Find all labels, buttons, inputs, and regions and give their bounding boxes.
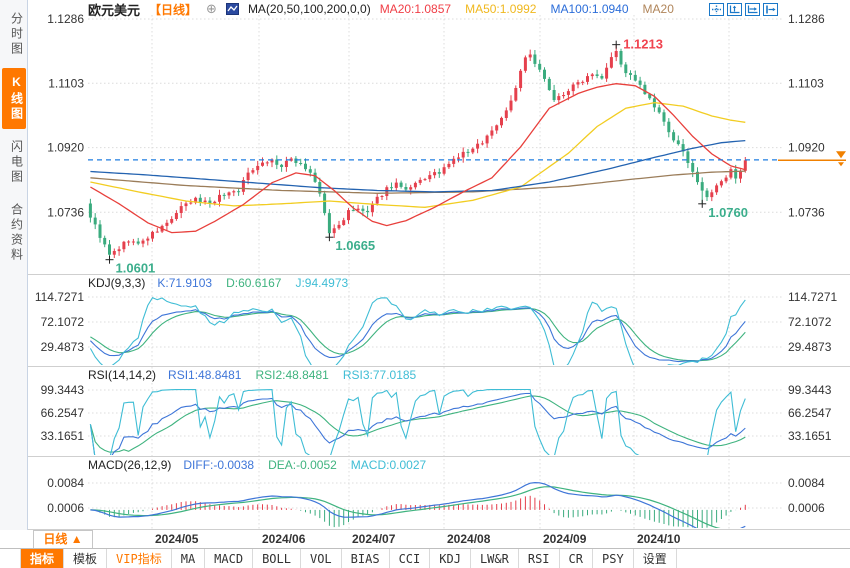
macd-histogram [94,495,746,528]
macd-macd-readout: MACD:0.0027 [350,458,427,472]
sidebar-tab-time-share-chart[interactable]: 分时图 [9,12,24,57]
svg-text:1.1213: 1.1213 [623,37,663,52]
sidebar-tab-kline-chart[interactable]: K线图 [1,68,26,129]
rsi-readouts: RSI1:48.8481 RSI2:48.8481 RSI3:77.0185 [168,368,430,382]
toolbar-tab-template[interactable]: 模板 [64,549,108,568]
svg-text:0.0084: 0.0084 [788,476,825,490]
toolbar-tab-settings[interactable]: 设置 [634,549,677,568]
svg-text:0.0084: 0.0084 [47,476,84,490]
svg-text:1.0736: 1.0736 [788,205,825,219]
rsi3-readout: RSI3:77.0185 [342,368,417,382]
svg-text:1.0601: 1.0601 [116,261,156,276]
pan-icon[interactable] [709,3,724,16]
svg-text:66.2547: 66.2547 [788,406,832,420]
toolbar-tab-vol[interactable]: VOL [301,549,342,568]
toolbar-tab-kdj[interactable]: KDJ [430,549,471,568]
svg-text:0.0006: 0.0006 [788,501,825,515]
left-tab-rail: 分时图 K线图闪电图合约资料 [0,0,28,530]
period-tag: 【日线】 [149,2,198,17]
kdj-title: KDJ(9,3,3) [88,276,146,290]
kdj-d-readout: D:60.6167 [226,276,282,290]
period-dropdown-button[interactable]: 日线 ▲ [33,530,93,549]
toolbar-tab-vip-indicator[interactable]: VIP指标 [107,549,172,568]
ma50-readout: MA50:1.0992 [465,2,537,16]
svg-text:2024/08: 2024/08 [447,532,491,546]
toolbar-tab-cci[interactable]: CCI [390,549,431,568]
axis-zoom-up-icon[interactable] [727,3,742,16]
svg-text:1.1286: 1.1286 [788,12,825,26]
sidebar-tab-contract-info[interactable]: 合约资料 [9,203,24,263]
svg-text:1.1103: 1.1103 [788,76,824,90]
kdj-header: KDJ(9,3,3) K:71.9103 D:60.6167 J:94.4973 [88,276,362,290]
ma100-readout: MA100:1.0940 [550,2,629,16]
kdj-j-readout: J:94.4973 [295,276,349,290]
svg-text:2024/06: 2024/06 [262,532,306,546]
rsi2-readout: RSI2:48.8481 [255,368,329,382]
svg-text:114.7271: 114.7271 [35,290,84,304]
svg-text:2024/05: 2024/05 [155,532,199,546]
svg-text:2024/10: 2024/10 [637,532,681,546]
toolbar-tab-lwr[interactable]: LW&R [471,549,519,568]
svg-text:1.0736: 1.0736 [47,205,84,219]
ma200-readout: MA20 [642,2,674,16]
rsi-header: RSI(14,14,2) RSI1:48.8481 RSI2:48.8481 RSI… [88,368,430,382]
indicator-toolbar: 指标 模板 VIP指标 MA MACD BOLL VOL BIAS CCI KDJ LW&R RSI C… [0,548,850,568]
svg-text:2024/07: 2024/07 [352,532,396,546]
svg-text:1.0760: 1.0760 [708,205,748,220]
symbol-name: 欧元美元 [88,2,141,18]
macd-header: MACD(26,12,9) DIFF:-0.0038 DEA:-0.0052 MAC… [88,458,440,472]
toolbar-tab-indicator[interactable]: 指标 [20,549,65,568]
toolbar-tab-boll[interactable]: BOLL [253,549,301,568]
svg-text:66.2547: 66.2547 [41,406,85,420]
svg-text:29.4873: 29.4873 [41,340,85,354]
toolbar-tab-psy[interactable]: PSY [593,549,634,568]
macd-diff-readout: DIFF:-0.0038 [183,458,255,472]
svg-text:99.3443: 99.3443 [788,383,832,397]
rsi-title: RSI(14,14,2) [88,368,157,382]
expand-icon[interactable]: ⊕ [206,1,217,16]
ma20-readout: MA20:1.0857 [379,2,452,16]
ma-readouts: MA20:1.0857 MA50:1.0992 MA100:1.0940 MA20 [380,2,688,16]
sidebar-tab-lightning-chart[interactable]: 闪电图 [9,140,24,185]
svg-text:33.1651: 33.1651 [41,429,85,443]
svg-text:72.1072: 72.1072 [41,315,85,329]
chart-header: 欧元美元 【日线】 ⊕ MA(20,50,100,200,0,0) MA20:1… [88,1,688,18]
chart-canvas[interactable]: 1.1286 1.1286 1.1103 1.1103 1.0920 1.0920 1.07… [0,0,850,548]
svg-text:1.0665: 1.0665 [335,238,375,253]
svg-text:1.1286: 1.1286 [47,12,84,26]
svg-text:0.0006: 0.0006 [47,501,84,515]
svg-text:29.4873: 29.4873 [788,340,832,354]
svg-text:1.1103: 1.1103 [48,76,84,90]
axis-zoom-right-icon[interactable] [745,3,760,16]
macd-title: MACD(26,12,9) [88,458,172,472]
toolbar-tab-rsi[interactable]: RSI [519,549,560,568]
panel-collapse-icon[interactable] [763,3,778,16]
svg-text:99.3443: 99.3443 [41,383,85,397]
svg-text:33.1651: 33.1651 [788,429,832,443]
price-marker [836,151,846,159]
svg-text:1.0920: 1.0920 [47,141,84,155]
toolbar-tab-macd[interactable]: MACD [205,549,254,568]
chart-tool-icons [709,3,778,16]
svg-text:72.1072: 72.1072 [788,315,832,329]
macd-readouts: DIFF:-0.0038 DEA:-0.0052 MACD:0.0027 [183,458,440,472]
toolbar-tab-bias[interactable]: BIAS [342,549,390,568]
candlestick-series [88,44,747,260]
svg-text:2024/09: 2024/09 [543,532,587,546]
svg-text:114.7271: 114.7271 [788,290,837,304]
toolbar-tab-ma[interactable]: MA [172,549,206,568]
ma-chart-icon [225,3,239,15]
kdj-readouts: K:71.9103 D:60.6167 J:94.4973 [157,276,362,290]
kdj-k-readout: K:71.9103 [157,276,213,290]
ma-settings-label: MA(20,50,100,200,0,0) [247,2,371,16]
svg-text:1.0920: 1.0920 [788,141,825,155]
toolbar-tab-cr[interactable]: CR [560,549,593,568]
rsi1-readout: RSI1:48.8481 [168,368,242,382]
macd-dea-readout: DEA:-0.0052 [268,458,337,472]
